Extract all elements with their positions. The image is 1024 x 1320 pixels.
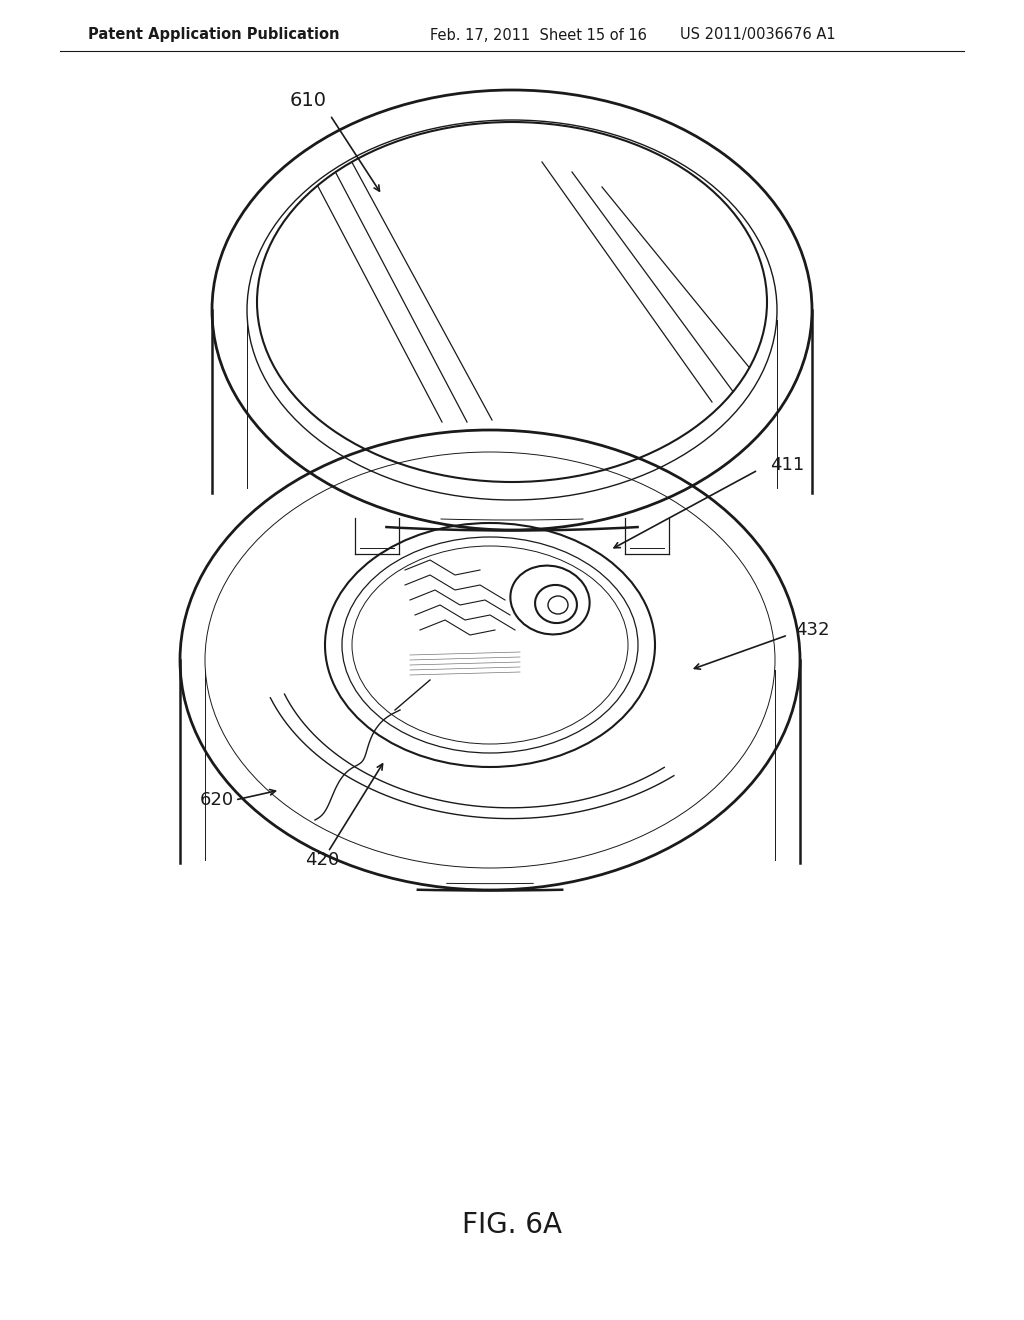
- Text: US 2011/0036676 A1: US 2011/0036676 A1: [680, 28, 836, 42]
- Text: 432: 432: [795, 620, 829, 639]
- Text: 610: 610: [290, 91, 327, 110]
- Text: Patent Application Publication: Patent Application Publication: [88, 28, 340, 42]
- Text: 411: 411: [770, 455, 804, 474]
- Text: 620: 620: [200, 791, 234, 809]
- Text: 420: 420: [305, 851, 339, 869]
- Text: FIG. 6A: FIG. 6A: [462, 1210, 562, 1239]
- Text: Feb. 17, 2011  Sheet 15 of 16: Feb. 17, 2011 Sheet 15 of 16: [430, 28, 647, 42]
